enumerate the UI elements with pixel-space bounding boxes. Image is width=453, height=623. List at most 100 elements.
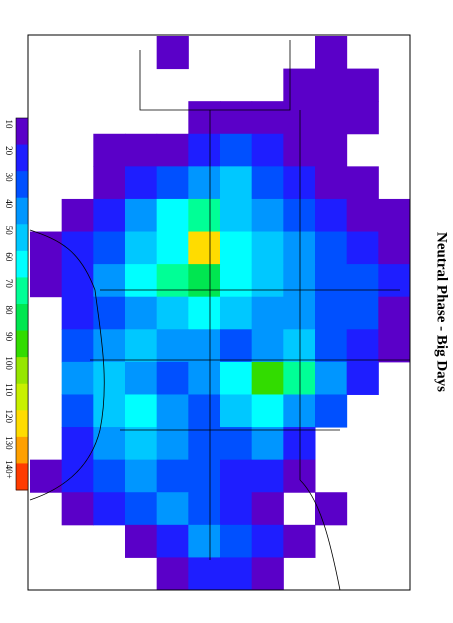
grid-cell	[346, 198, 379, 233]
colorbar-label: 100	[4, 356, 14, 370]
grid-cell	[346, 68, 379, 102]
grid-cell	[220, 361, 253, 395]
grid-cell	[283, 394, 316, 428]
grid-cell	[125, 492, 158, 526]
grid-cell	[220, 264, 253, 298]
colorbar-label: 140+	[4, 460, 14, 479]
grid-cell	[93, 427, 126, 461]
state-lines	[90, 110, 410, 560]
grid-cell	[220, 557, 253, 591]
grid-cell	[125, 231, 158, 265]
grid-cell	[283, 166, 316, 200]
grid-cell	[283, 198, 316, 233]
grid-cell	[220, 198, 253, 233]
grid-cell	[188, 459, 221, 493]
colorbar-swatch	[16, 383, 28, 411]
grid-cell	[61, 492, 94, 526]
grid-cell	[156, 459, 189, 493]
colorbar-label: 60	[4, 252, 14, 262]
grid-cell	[93, 492, 126, 526]
grid-cell	[283, 133, 316, 167]
colorbar-label: 50	[4, 226, 14, 236]
grid-cell	[283, 459, 316, 493]
grid-cell	[125, 459, 158, 493]
grid-cell	[61, 296, 94, 330]
grid-cell	[156, 361, 189, 395]
grid-cell	[220, 427, 253, 461]
grid-cell	[378, 231, 411, 265]
colorbar-swatch	[16, 171, 28, 199]
grid-cell	[188, 264, 221, 298]
grid-cell	[346, 231, 379, 265]
grid-cell	[93, 394, 126, 428]
grid-cell	[93, 231, 126, 265]
boundaries	[29, 40, 410, 591]
grid-cell	[283, 101, 316, 135]
grid-cell	[188, 101, 221, 135]
grid-cell	[346, 296, 379, 330]
colorbar-label: 110	[4, 383, 14, 397]
colorbar-label: 20	[4, 146, 14, 156]
title: Neutral Phase - Big Days	[434, 232, 450, 392]
colorbar-swatch	[16, 410, 28, 438]
colorbar-label: 130	[4, 436, 14, 450]
grid-cell	[156, 524, 189, 558]
colorbar-swatch	[16, 144, 28, 172]
grid-cell	[220, 231, 253, 265]
grid-cell	[93, 133, 126, 167]
grid-cell	[30, 459, 63, 493]
grid-cell	[125, 264, 158, 298]
grid-cell	[220, 459, 253, 493]
grid-cell	[93, 166, 126, 200]
coastline	[29, 229, 105, 501]
border-line	[139, 40, 291, 111]
grid-cell	[315, 361, 348, 395]
grid-cell	[251, 524, 284, 558]
grid-cell	[251, 133, 284, 167]
grid-cell	[220, 492, 253, 526]
grid-cell	[315, 101, 348, 135]
grid-cell	[251, 427, 284, 461]
grid-cell	[156, 329, 189, 363]
grid-cell	[93, 329, 126, 363]
grid-cell	[156, 264, 189, 298]
grid-cell	[251, 231, 284, 265]
grid-cell	[220, 101, 253, 135]
grid-cell	[93, 264, 126, 298]
grid-cell	[315, 36, 348, 70]
grid-cell	[156, 492, 189, 526]
grid-cell	[188, 329, 221, 363]
grid-cell	[251, 101, 284, 135]
grid-cell	[188, 427, 221, 461]
grid-cell	[188, 166, 221, 200]
grid-cell	[378, 264, 411, 298]
grid-cell	[61, 329, 94, 363]
grid-cell	[125, 524, 158, 558]
colorbar-swatch	[16, 330, 28, 358]
grid-cell	[315, 68, 348, 102]
grid-cell	[251, 264, 284, 298]
grid-cell	[125, 361, 158, 395]
grid-cell	[93, 296, 126, 330]
grid-cell	[93, 198, 126, 233]
grid-cell	[220, 394, 253, 428]
grid-cell	[188, 231, 221, 265]
grid-cell	[61, 459, 94, 493]
grid-cell	[156, 427, 189, 461]
grid-cell	[188, 394, 221, 428]
grid-cell	[315, 296, 348, 330]
colorbar-swatch	[16, 197, 28, 225]
colorbar-swatch	[16, 250, 28, 278]
grid-cell	[251, 329, 284, 363]
grid-cell	[30, 231, 63, 265]
grid-cell	[251, 166, 284, 200]
grid-cell	[220, 166, 253, 200]
grid-cell	[30, 264, 63, 298]
grid-cell	[283, 68, 316, 102]
grid-cell	[315, 329, 348, 363]
grid-cell	[156, 557, 189, 591]
grid-cell	[346, 361, 379, 395]
colorbar-swatch	[16, 463, 28, 491]
grid-cell	[61, 231, 94, 265]
